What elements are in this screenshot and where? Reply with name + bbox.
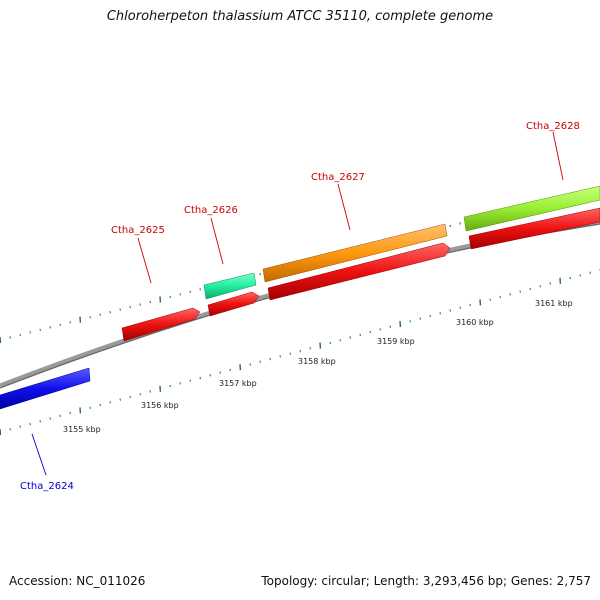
scale-label-3161: 3161 kbp [535,299,573,308]
gene-label-ctha-2626[interactable]: Ctha_2626 [184,205,238,216]
scale-tick-row [0,268,600,436]
scale-label-3158: 3158 kbp [298,357,336,366]
gene-label-ctha-2628[interactable]: Ctha_2628 [526,121,580,132]
map-title: Chloroherpeton thalassium ATCC 35110, co… [106,9,494,24]
gene-label-ctha-2627[interactable]: Ctha_2627 [311,172,365,183]
scale-label-3157: 3157 kbp [219,379,257,388]
scale-label-3156: 3156 kbp [141,401,179,410]
cds-red-ctha-2627[interactable] [267,242,451,301]
cds-red-ctha-2625[interactable] [121,307,201,342]
scale-label-3159: 3159 kbp [377,337,415,346]
gene-label-ctha-2624[interactable]: Ctha_2624 [20,481,74,492]
genome-summary-text: Topology: circular; Length: 3,293,456 bp… [261,574,591,588]
leader-ctha-2628 [552,131,564,181]
accession-text: Accession: NC_011026 [9,574,146,588]
leader-ctha-2627 [337,183,351,231]
scale-label-3155: 3155 kbp [63,425,101,434]
leader-ctha-2625 [137,237,152,284]
cds-lime-ctha-2628[interactable] [463,185,600,232]
cds-teal-ctha-2626[interactable] [203,272,257,300]
cds-blue-ctha-2624[interactable] [0,367,91,410]
leader-ctha-2624 [31,433,47,476]
gene-label-ctha-2625[interactable]: Ctha_2625 [111,225,165,236]
cds-red-ctha-2628[interactable] [468,207,600,250]
leader-ctha-2626 [210,217,224,265]
cds-orange-ctha-2627[interactable] [262,223,448,283]
cds-red-ctha-2626[interactable] [207,291,260,317]
scale-label-3160: 3160 kbp [456,318,494,327]
